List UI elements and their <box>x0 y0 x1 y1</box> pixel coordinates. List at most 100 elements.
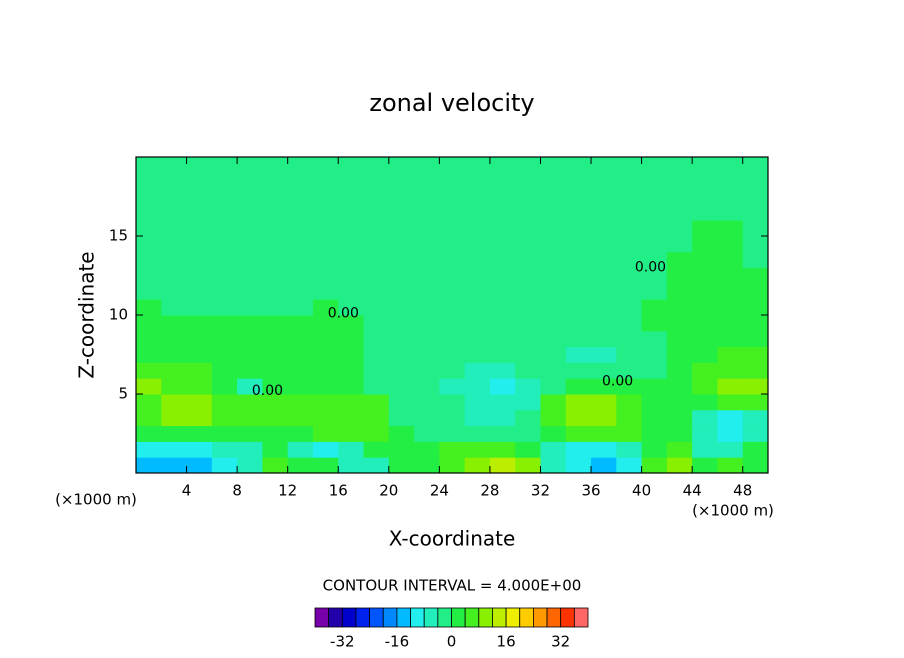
contour-cell <box>692 188 718 205</box>
contour-cell <box>338 409 365 427</box>
colorbar-box <box>410 607 425 628</box>
contour-cell <box>136 362 162 379</box>
contour-cell <box>338 394 365 411</box>
contour-cell <box>186 172 213 190</box>
contour-cell <box>388 457 415 474</box>
contour-cell <box>717 346 744 363</box>
contour-cell <box>641 441 668 458</box>
chart-title: zonal velocity <box>369 89 534 117</box>
contour-cell <box>515 362 541 379</box>
contour-cell <box>515 409 541 427</box>
colorbar-box <box>328 607 343 628</box>
contour-cell <box>439 157 466 174</box>
contour-cell <box>742 299 769 316</box>
contour-cell <box>641 251 668 269</box>
contour-cell <box>414 251 440 269</box>
contour-cell <box>186 236 213 253</box>
contour-cell <box>666 172 693 190</box>
contour-cell <box>692 172 718 190</box>
contour-cell <box>363 188 390 205</box>
contour-cell <box>237 172 263 190</box>
contour-cell <box>312 394 339 411</box>
contour-cell <box>388 299 415 316</box>
colorbar-box <box>314 607 330 628</box>
contour-cell <box>717 188 744 205</box>
contour-cell <box>414 172 440 190</box>
colorbar-box <box>437 607 452 628</box>
contour-cell <box>211 236 238 253</box>
contour-cell <box>692 409 718 427</box>
contour-cell <box>287 251 314 269</box>
contour-cell <box>439 204 466 221</box>
contour-cell <box>287 362 314 379</box>
contour-cell <box>666 394 693 411</box>
contour-cell <box>666 378 693 395</box>
contour-cell <box>692 157 718 174</box>
colorbar-box <box>396 607 411 628</box>
contour-cell <box>312 378 339 395</box>
contour-cell <box>136 394 162 411</box>
contour-cell <box>287 330 314 348</box>
contour-cell <box>287 457 314 474</box>
contour-cell <box>287 441 314 458</box>
contour-cell <box>616 315 643 332</box>
contour-cell <box>338 457 365 474</box>
x-axis-label: X-coordinate <box>389 527 516 551</box>
contour-cell <box>742 330 769 348</box>
contour-cell <box>338 362 365 379</box>
contour-cell <box>515 315 541 332</box>
contour-cell <box>742 409 769 427</box>
contour-cell <box>591 188 617 205</box>
contour-cell <box>211 457 238 474</box>
contour-cell <box>186 378 213 395</box>
contour-cell <box>666 299 693 316</box>
contour-cell <box>287 188 314 205</box>
contour-cell <box>464 362 491 379</box>
contour-cell <box>692 441 718 458</box>
contour-cell <box>565 157 592 174</box>
contour-interval: CONTOUR INTERVAL = 4.000E+00 <box>323 577 582 595</box>
contour-cell <box>540 157 567 174</box>
contour-cell <box>591 362 617 379</box>
contour-cell <box>742 425 769 442</box>
contour-cell <box>186 441 213 458</box>
contour-cell <box>262 157 289 174</box>
contour-cell <box>414 441 440 458</box>
contour-cell <box>717 172 744 190</box>
contour-cell <box>363 409 390 427</box>
contour-cell <box>363 330 390 348</box>
contour-cell <box>616 267 643 284</box>
contour-cell <box>136 157 162 174</box>
contour-cell <box>186 330 213 348</box>
contour-cell <box>464 251 491 269</box>
contour-cell <box>439 283 466 300</box>
contour-cell <box>641 409 668 427</box>
contour-cell <box>540 378 567 395</box>
contour-cell <box>262 204 289 221</box>
contour-cell <box>312 251 339 269</box>
contour-cell <box>136 251 162 269</box>
contour-cell <box>464 441 491 458</box>
contour-cell <box>237 315 263 332</box>
contour-cell <box>464 409 491 427</box>
contour-cell <box>237 378 263 395</box>
contour-cell <box>136 378 162 395</box>
contour-cell <box>742 188 769 205</box>
contour-cell <box>211 362 238 379</box>
contour-cell <box>540 267 567 284</box>
contour-cell <box>742 236 769 253</box>
contour-cell <box>616 236 643 253</box>
y-tick-label: 5 <box>118 385 128 403</box>
contour-cell <box>439 425 466 442</box>
contour-cell <box>591 315 617 332</box>
contour-cell <box>186 157 213 174</box>
contour-cell <box>666 267 693 284</box>
contour-cell <box>666 425 693 442</box>
contour-cell <box>388 362 415 379</box>
contour-cell <box>717 378 744 395</box>
x-tick-label: 48 <box>733 482 752 500</box>
contour-cell <box>237 394 263 411</box>
contour-cell <box>591 409 617 427</box>
x-tick-label: 12 <box>278 482 297 500</box>
contour-cell <box>262 425 289 442</box>
